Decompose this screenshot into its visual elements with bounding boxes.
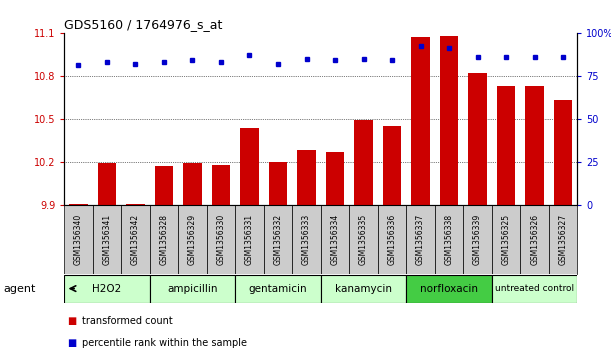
Bar [349,205,378,274]
Text: GSM1356326: GSM1356326 [530,214,539,265]
Text: GSM1356333: GSM1356333 [302,214,311,265]
Text: GSM1356341: GSM1356341 [103,214,111,265]
Text: GSM1356334: GSM1356334 [331,214,340,265]
Bar [64,275,150,302]
Text: agent: agent [3,284,35,294]
Text: GSM1356340: GSM1356340 [74,214,83,265]
Bar [492,205,521,274]
Text: kanamycin: kanamycin [335,284,392,294]
Text: ■: ■ [67,338,76,348]
Bar [554,100,573,205]
Text: ampicillin: ampicillin [167,284,218,294]
Text: GSM1356325: GSM1356325 [502,214,511,265]
Bar [411,37,430,205]
Bar [469,73,487,205]
Bar [297,151,316,205]
Text: GSM1356337: GSM1356337 [416,214,425,265]
Bar [549,205,577,274]
Text: ■: ■ [67,316,76,326]
Text: norfloxacin: norfloxacin [420,284,478,294]
Text: GSM1356335: GSM1356335 [359,214,368,265]
Bar [492,275,577,302]
Text: GSM1356342: GSM1356342 [131,214,140,265]
Bar [121,205,150,274]
Bar [321,205,349,274]
Text: GSM1356338: GSM1356338 [445,214,453,265]
Bar [382,126,401,205]
Text: H2O2: H2O2 [92,284,122,294]
Bar [435,205,463,274]
Bar [126,204,145,205]
Bar [98,163,116,205]
Bar [211,165,230,205]
Bar [150,205,178,274]
Bar [440,36,458,205]
Bar [378,205,406,274]
Bar [463,205,492,274]
Text: gentamicin: gentamicin [249,284,307,294]
Text: GSM1356328: GSM1356328 [159,214,169,265]
Bar [155,166,173,205]
Bar [497,86,516,205]
Text: GSM1356329: GSM1356329 [188,214,197,265]
Text: GSM1356339: GSM1356339 [473,214,482,265]
Text: GSM1356327: GSM1356327 [558,214,568,265]
Bar [406,205,435,274]
Text: transformed count: transformed count [82,316,174,326]
Bar [321,275,406,302]
Bar [292,205,321,274]
Bar [64,205,93,274]
Bar [269,162,287,205]
Bar [240,127,259,205]
Bar [69,204,88,205]
Text: percentile rank within the sample: percentile rank within the sample [82,338,247,348]
Bar [525,86,544,205]
Bar [93,205,121,274]
Bar [521,205,549,274]
Text: GSM1356331: GSM1356331 [245,214,254,265]
Text: GSM1356336: GSM1356336 [387,214,397,265]
Bar [207,205,235,274]
Text: GDS5160 / 1764976_s_at: GDS5160 / 1764976_s_at [64,18,222,31]
Bar [264,205,292,274]
Bar [406,275,492,302]
Bar [178,205,207,274]
Bar [235,275,321,302]
Bar [235,205,264,274]
Text: untreated control: untreated control [495,284,574,293]
Bar [183,163,202,205]
Bar [354,120,373,205]
Text: GSM1356330: GSM1356330 [216,214,225,265]
Bar [150,275,235,302]
Bar [326,152,345,205]
Text: GSM1356332: GSM1356332 [274,214,282,265]
